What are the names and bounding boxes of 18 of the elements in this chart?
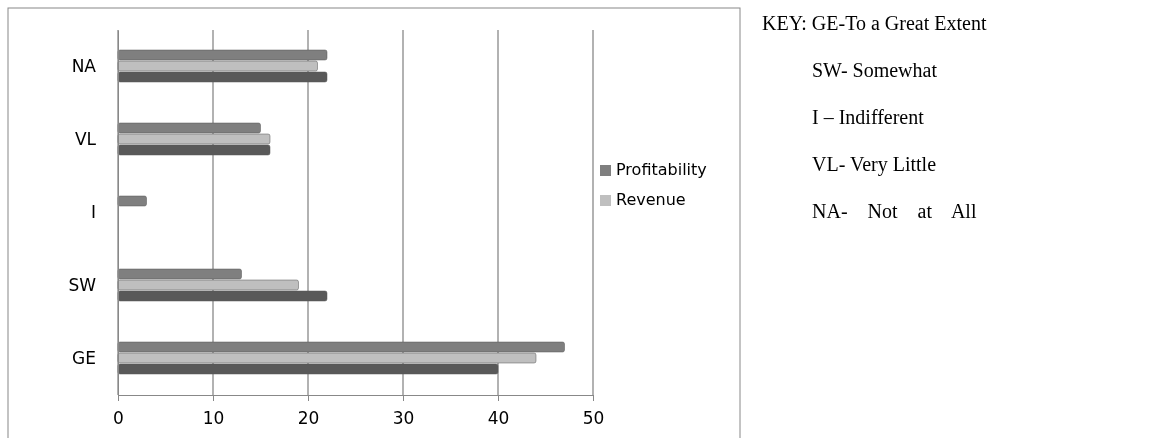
y-tick-label: SW [68,274,97,295]
x-tick-label: 10 [202,408,225,429]
x-tick-label: 0 [113,408,124,429]
y-tick-label: GE [72,347,96,368]
y-tick-label: I [90,201,96,222]
x-tick-label: 40 [487,408,510,429]
legend-label: Profitability [616,160,707,179]
text: VL- Very Little [812,153,937,176]
text: I – Indifferent [812,106,925,128]
y-tick-label: NA [71,55,97,76]
y-tick-label: VL [74,128,97,149]
x-tick-label: 20 [297,408,320,429]
text: NA- Not at All [812,200,977,222]
text: SW- Somewhat [812,59,938,81]
x-tick-label: 30 [392,408,415,429]
text: KEY: GE-To a Great Extent [762,12,987,34]
x-tick-label: 50 [582,408,605,429]
legend-label: Revenue [616,190,686,209]
